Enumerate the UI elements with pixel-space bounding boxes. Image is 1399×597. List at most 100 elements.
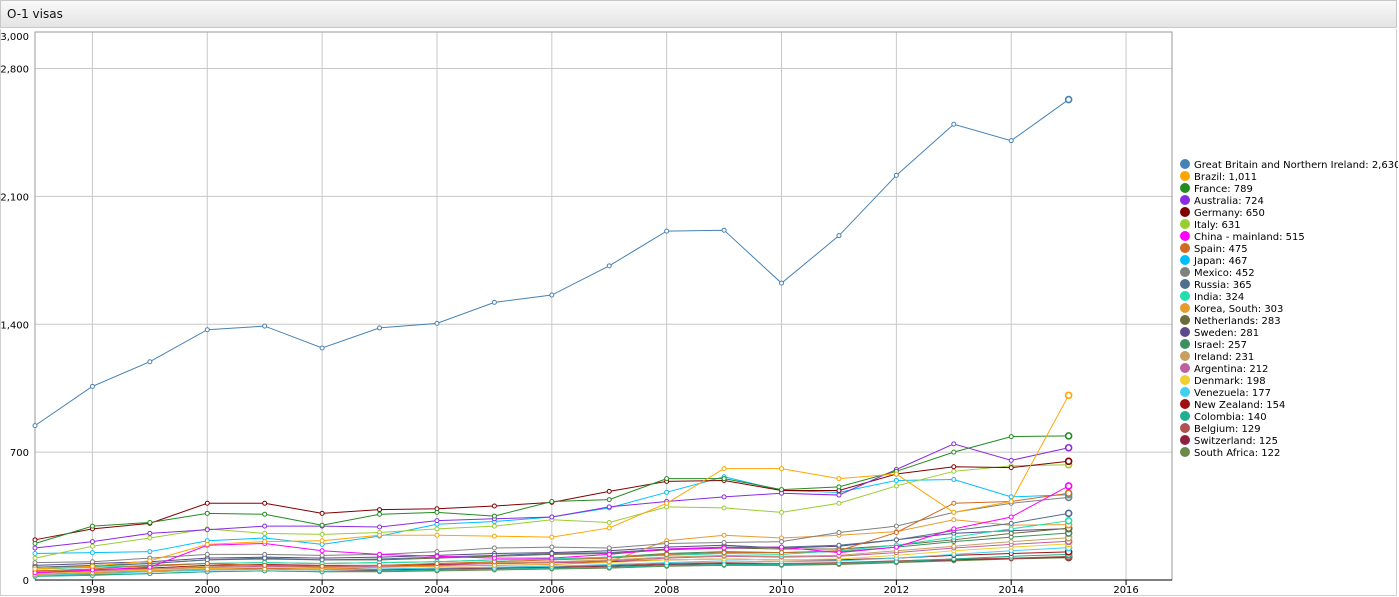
y-tick-label: 1,400 xyxy=(1,320,29,331)
legend-marker xyxy=(1180,219,1190,229)
legend-label: New Zealand: 154 xyxy=(1194,400,1285,411)
legend-label: Brazil: 1,011 xyxy=(1194,172,1257,183)
legend-label: Colombia: 140 xyxy=(1194,412,1267,423)
x-tick-label: 2012 xyxy=(884,585,909,596)
data-point xyxy=(951,517,957,523)
data-point xyxy=(89,543,95,549)
legend-marker xyxy=(1180,435,1190,445)
legend-label: China - mainland: 515 xyxy=(1194,232,1305,243)
legend-label: Argentina: 212 xyxy=(1194,364,1268,375)
data-point xyxy=(606,488,612,494)
data-point xyxy=(721,476,727,482)
x-tick-label: 2002 xyxy=(309,585,334,596)
x-tick-label: 2006 xyxy=(539,585,564,596)
data-point xyxy=(147,530,153,536)
data-point xyxy=(319,552,325,558)
data-point xyxy=(434,518,440,524)
data-point xyxy=(664,500,670,506)
data-point xyxy=(951,509,957,515)
data-point xyxy=(1064,489,1073,498)
data-point xyxy=(721,532,727,538)
data-point xyxy=(549,514,555,520)
data-point xyxy=(319,531,325,537)
data-point xyxy=(204,527,210,533)
data-point xyxy=(204,500,210,506)
data-point xyxy=(147,359,153,365)
legend-marker xyxy=(1180,339,1190,349)
data-point xyxy=(377,556,383,562)
data-point xyxy=(721,545,727,551)
data-point xyxy=(951,543,957,549)
data-point xyxy=(89,383,95,389)
data-point xyxy=(434,509,440,515)
data-point xyxy=(606,545,612,551)
legend-marker xyxy=(1180,363,1190,373)
legend-marker xyxy=(1180,387,1190,397)
data-point xyxy=(664,551,670,557)
data-point xyxy=(319,538,325,544)
data-point xyxy=(836,233,842,239)
x-tick-label: 2014 xyxy=(998,585,1023,596)
data-point xyxy=(32,560,38,566)
data-point xyxy=(1008,465,1014,471)
legend-marker xyxy=(1180,255,1190,265)
data-point xyxy=(893,544,899,550)
data-point xyxy=(1064,482,1073,490)
data-point xyxy=(32,545,38,551)
data-point xyxy=(1008,457,1014,463)
data-point xyxy=(1008,434,1014,440)
data-point xyxy=(779,280,785,286)
data-point xyxy=(319,510,325,516)
data-point xyxy=(549,555,555,561)
x-tick-label: 2000 xyxy=(195,585,220,596)
data-point xyxy=(204,327,210,333)
legend-label: South Africa: 122 xyxy=(1194,448,1280,459)
legend-label: Denmark: 198 xyxy=(1194,376,1266,387)
legend-marker xyxy=(1180,399,1190,409)
legend-marker xyxy=(1180,183,1190,193)
chart-title-bar: O-1 visas xyxy=(0,0,1397,28)
data-point xyxy=(836,500,842,506)
data-point xyxy=(893,483,899,489)
x-tick-label: 2016 xyxy=(1113,585,1138,596)
data-point xyxy=(262,539,268,545)
data-point xyxy=(721,505,727,511)
legend-label: Russia: 365 xyxy=(1194,280,1252,291)
data-point xyxy=(32,540,38,546)
legend-marker xyxy=(1180,171,1190,181)
legend-label: Sweden: 281 xyxy=(1194,328,1259,339)
data-point xyxy=(319,522,325,528)
data-point xyxy=(89,539,95,545)
data-point xyxy=(951,464,957,470)
line-chart: 0 700 1,400 2,100 2,800 3,000 1998 2000 2002 2004… xyxy=(1,31,1398,596)
legend-label: Italy: 631 xyxy=(1194,220,1241,231)
data-point xyxy=(262,323,268,329)
legend-marker xyxy=(1180,303,1190,313)
data-point xyxy=(1064,509,1073,518)
data-point xyxy=(89,563,95,569)
data-point xyxy=(89,523,95,529)
data-point xyxy=(377,511,383,517)
data-point xyxy=(1064,432,1073,440)
data-point xyxy=(319,548,325,554)
data-point xyxy=(434,549,440,555)
data-point xyxy=(147,535,153,541)
data-point xyxy=(664,489,670,495)
legend-marker xyxy=(1180,231,1190,241)
data-point xyxy=(836,550,842,556)
data-point xyxy=(491,513,497,519)
legend-marker xyxy=(1180,243,1190,253)
data-point xyxy=(664,228,670,234)
legend-marker xyxy=(1180,315,1190,325)
y-tick-label: 700 xyxy=(10,448,29,459)
data-point xyxy=(779,550,785,556)
data-point xyxy=(434,561,440,567)
legend-label: Venezuela: 177 xyxy=(1194,388,1271,399)
legend-label: Ireland: 231 xyxy=(1194,352,1254,363)
data-point xyxy=(721,227,727,233)
data-point xyxy=(951,449,957,455)
y-tick-label: 0 xyxy=(23,576,29,587)
legend-label: Great Britain and Northern Ireland: 2,63… xyxy=(1194,160,1398,171)
data-point xyxy=(1064,517,1073,525)
data-point xyxy=(204,551,210,557)
